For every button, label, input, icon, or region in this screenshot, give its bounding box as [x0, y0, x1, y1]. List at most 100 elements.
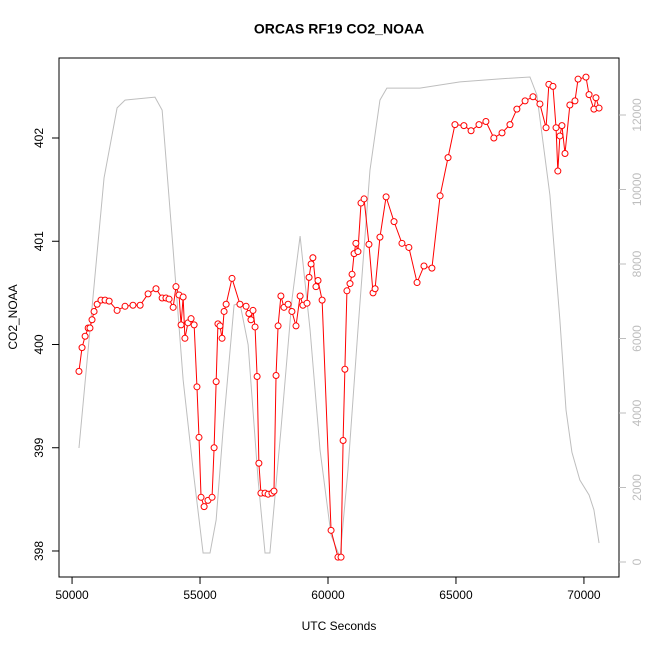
data-point [337, 553, 345, 561]
x-tick-label: 55000 [183, 588, 217, 602]
data-point [382, 193, 390, 201]
data-point [595, 104, 603, 112]
data-point [177, 321, 185, 329]
data-point [78, 344, 86, 352]
data-point [220, 307, 228, 315]
y-tick-label: 402 [32, 128, 46, 148]
data-point [292, 322, 300, 330]
data-point [558, 122, 566, 130]
data-point [247, 316, 255, 324]
data-point [208, 493, 216, 501]
data-point [81, 332, 89, 340]
data-point [428, 264, 436, 272]
data-point [165, 295, 173, 303]
data-point [272, 371, 280, 379]
data-point [360, 195, 368, 203]
y2-tick-label: 12000 [630, 98, 644, 132]
data-point [574, 75, 582, 83]
data-point [582, 73, 590, 81]
data-point [339, 437, 347, 445]
y2-tick-label: 10000 [630, 172, 644, 206]
data-point [288, 307, 296, 315]
data-point [314, 276, 322, 284]
chart-title: ORCAS RF19 CO2_NOAA [254, 21, 424, 37]
data-point [460, 122, 468, 130]
data-point [327, 526, 335, 534]
y2-tick-label: 6000 [630, 325, 644, 352]
y-tick-label: 400 [32, 334, 46, 354]
data-point [348, 270, 356, 278]
data-point [420, 262, 428, 270]
data-point [405, 243, 413, 251]
x-axis-label: UTC Seconds [302, 619, 377, 633]
data-point [197, 493, 205, 501]
data-point [179, 293, 187, 301]
y-tick-label: 401 [32, 231, 46, 251]
data-point [236, 300, 244, 308]
data-point [444, 154, 452, 162]
data-point [296, 292, 304, 300]
data-point [90, 307, 98, 315]
data-point [571, 97, 579, 105]
data-point [506, 121, 514, 129]
data-point [566, 101, 574, 109]
y-axis-label: CO2_NOAA [6, 284, 20, 349]
data-point [305, 273, 313, 281]
data-point [413, 279, 421, 287]
data-point [536, 100, 544, 108]
data-point [312, 283, 320, 291]
data-point [592, 94, 600, 102]
data-point [552, 124, 560, 132]
data-point [152, 285, 160, 293]
data-point [255, 459, 263, 467]
y2-tick-label: 0 [630, 558, 644, 565]
data-point [216, 322, 224, 330]
data-point [88, 316, 96, 324]
data-point [187, 315, 195, 323]
data-point [498, 129, 506, 137]
data-point [218, 334, 226, 342]
data-point [585, 91, 593, 99]
data-point [144, 290, 152, 298]
data-point [105, 297, 113, 305]
data-point [193, 383, 201, 391]
data-point [561, 149, 569, 157]
data-point [75, 367, 83, 375]
x-tick-label: 50000 [55, 588, 89, 602]
data-point [190, 321, 198, 329]
data-point [390, 218, 398, 226]
data-point [270, 487, 278, 495]
y2-tick-label: 8000 [630, 250, 644, 277]
data-point [307, 260, 315, 268]
data-point [274, 322, 282, 330]
plot-frame [58, 57, 620, 578]
data-point [521, 97, 529, 105]
data-point [195, 433, 203, 441]
data-point [513, 105, 521, 113]
data-point [556, 132, 564, 140]
data-point [451, 121, 459, 129]
x-tick-label: 70000 [567, 588, 601, 602]
data-point [93, 300, 101, 308]
data-point [212, 378, 220, 386]
data-point [343, 287, 351, 295]
data-point [490, 134, 498, 142]
data-point [113, 306, 121, 314]
y-tick-label: 398 [32, 541, 46, 561]
data-point [467, 127, 475, 135]
data-point [284, 300, 292, 308]
data-point [398, 239, 406, 247]
data-point [277, 292, 285, 300]
data-point [303, 299, 311, 307]
data-point [542, 124, 550, 132]
x-tick-label: 60000 [311, 588, 345, 602]
data-point [172, 283, 180, 291]
data-point [210, 444, 218, 452]
data-point [181, 334, 189, 342]
data-point [136, 301, 144, 309]
data-point [222, 300, 230, 308]
data-point [121, 302, 129, 310]
data-point [346, 280, 354, 288]
data-point [251, 323, 259, 331]
